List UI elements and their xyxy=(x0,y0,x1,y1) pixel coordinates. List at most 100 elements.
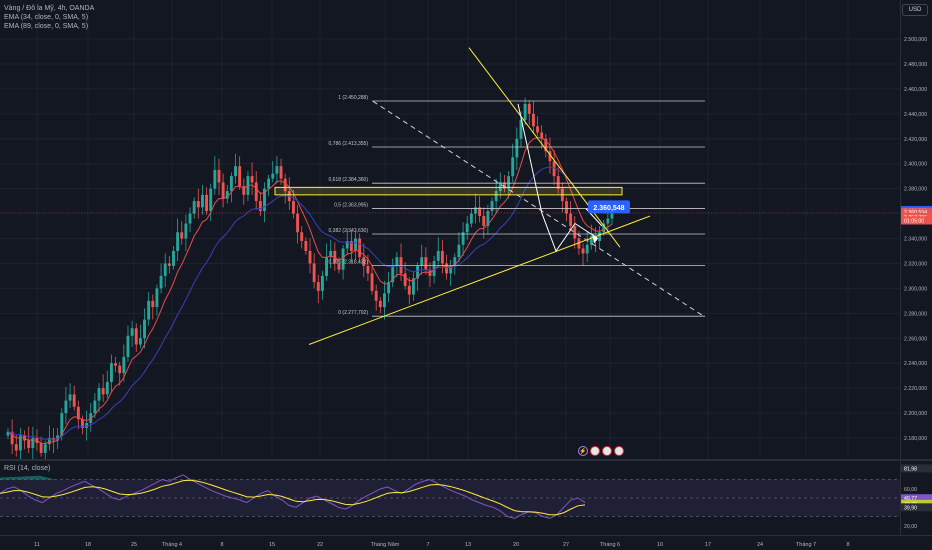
candle xyxy=(143,308,146,349)
candle-body xyxy=(163,263,167,276)
ema89-line xyxy=(7,166,612,440)
candle-body xyxy=(354,238,357,251)
candle-body xyxy=(366,265,370,274)
candle xyxy=(585,231,589,263)
candle-body xyxy=(263,188,266,212)
candle-body xyxy=(138,338,142,345)
candle xyxy=(320,270,324,300)
time-scale[interactable]: 11 18 25 Tháng 4 8 15 22 Tháng Năm 7 13 20 27 Tháng … xyxy=(0,535,932,550)
candle-body xyxy=(486,211,490,227)
candle xyxy=(548,137,552,174)
price-scale-labels: 2.500,000 2.480,000 2.460,000 2.440,000 2.42… xyxy=(901,37,932,530)
candle xyxy=(85,410,89,441)
candle xyxy=(114,356,118,372)
candle-body xyxy=(527,103,531,114)
candle-body xyxy=(569,213,573,227)
fib-level-label: 0 (2.277,702) xyxy=(338,310,368,316)
candle-body xyxy=(43,444,47,453)
candle xyxy=(217,158,221,195)
time-axis-label: 20 xyxy=(513,542,519,548)
rsi-pane[interactable]: RSI (14, close) xyxy=(0,461,900,535)
candle xyxy=(511,143,515,183)
rsi-legend[interactable]: RSI (14, close) xyxy=(4,465,51,472)
rsi-tag xyxy=(901,464,932,473)
us-flag-icon[interactable] xyxy=(602,446,612,456)
candle xyxy=(23,430,26,450)
candle-body xyxy=(300,232,304,241)
ema34-legend[interactable]: EMA (34, close, 0, SMA, 5) xyxy=(4,14,89,21)
candle-body xyxy=(159,275,163,289)
price-scale[interactable]: 2.500,000 2.480,000 2.460,000 2.440,000 2.42… xyxy=(900,0,932,535)
ema89-legend[interactable]: EMA (89, close, 0, SMA, 5) xyxy=(4,23,89,30)
candle-body xyxy=(292,201,295,214)
price-chart[interactable]: 1 (2.450,288) 0,786 (2.413,355) 0,618 (2.3… xyxy=(0,0,900,463)
candle-body xyxy=(184,223,188,239)
lightning-icon[interactable]: ⚡ xyxy=(578,446,588,456)
time-axis-label: 11 xyxy=(34,542,40,548)
candle-body xyxy=(147,300,151,320)
rsi-chart[interactable] xyxy=(0,461,900,535)
candle-body xyxy=(308,250,312,264)
rsi-tag xyxy=(901,494,932,503)
candle-body xyxy=(403,273,407,286)
rsi-axis-label: 60,00 xyxy=(904,487,917,493)
candle-body xyxy=(155,288,159,308)
candle-body xyxy=(325,257,328,276)
price-axis-label: 2.480,000 xyxy=(904,62,927,68)
candle xyxy=(72,385,76,411)
candle-body xyxy=(316,282,320,291)
candle-body xyxy=(337,263,341,270)
candle-body xyxy=(432,260,436,276)
candle-body xyxy=(172,250,175,266)
candle xyxy=(387,272,391,303)
candle-body xyxy=(445,263,448,274)
candle-body xyxy=(176,232,180,251)
candle-body xyxy=(383,293,386,308)
candle-body xyxy=(192,201,196,214)
projection-arrowhead xyxy=(592,233,598,244)
candle-body xyxy=(391,265,395,283)
candle xyxy=(498,172,502,199)
candle-body xyxy=(47,438,51,445)
candle-body xyxy=(188,213,192,224)
candle-body xyxy=(229,176,233,192)
time-axis-label: 7 xyxy=(426,542,429,548)
candle xyxy=(68,383,72,409)
candle-body xyxy=(573,226,577,239)
rsi-tag-label: 81,98 xyxy=(904,466,917,472)
candle xyxy=(536,116,539,137)
rsi-tag-label: 49,77 xyxy=(904,496,917,502)
candle-body xyxy=(457,244,461,258)
candle xyxy=(130,320,134,347)
candle xyxy=(403,262,407,290)
us-flag-icon[interactable] xyxy=(614,446,624,456)
candle-body xyxy=(589,236,593,245)
dashed-projection-line xyxy=(372,100,706,318)
candle-body xyxy=(440,250,444,264)
candle-body xyxy=(89,413,93,424)
candle xyxy=(333,242,337,271)
candle xyxy=(411,272,415,301)
candle-body xyxy=(6,431,10,436)
main-chart-pane[interactable]: 1 (2.450,288) 0,786 (2.413,355) 0,618 (2.3… xyxy=(0,0,900,463)
candle-body xyxy=(27,440,31,448)
candle-body xyxy=(68,394,72,401)
candle xyxy=(589,224,593,250)
us-flag-icon[interactable] xyxy=(590,446,600,456)
candle-body xyxy=(370,273,374,291)
candle xyxy=(155,284,159,316)
candle xyxy=(296,204,300,244)
candle-body xyxy=(134,328,138,345)
candle-body xyxy=(362,257,366,266)
candle xyxy=(457,232,461,263)
candle xyxy=(196,188,200,219)
symbol-title[interactable]: Vàng / Đô la Mỹ, 4h, OANDA xyxy=(4,5,95,12)
price-axis-label: 2.500,000 xyxy=(904,37,927,43)
currency-button[interactable]: USD xyxy=(902,4,928,16)
candle-body xyxy=(209,188,213,212)
candle xyxy=(383,280,386,320)
candle-body xyxy=(312,263,316,283)
pane-separator[interactable] xyxy=(0,459,932,461)
fib-level-label: 0,618 (2.384,360) xyxy=(329,177,369,183)
candle xyxy=(221,173,225,208)
